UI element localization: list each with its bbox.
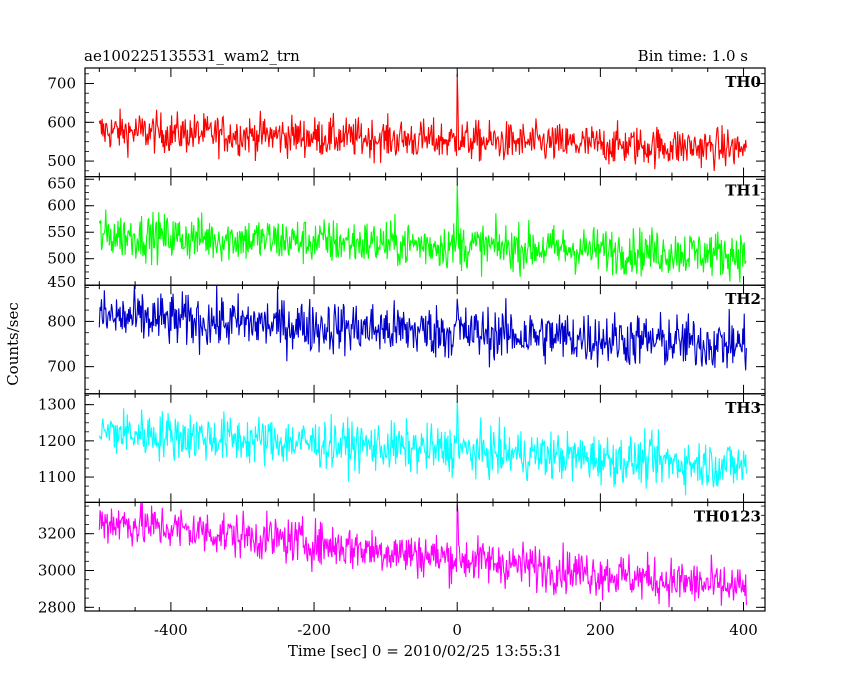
chart-title: ae100225135531_wam2_trn	[84, 47, 300, 65]
y-tick-label: 2800	[38, 598, 76, 616]
y-tick-label: 600	[47, 113, 76, 131]
y-tick-label: 550	[47, 223, 76, 241]
y-tick-label: 500	[47, 250, 76, 268]
panel-frame-th0123	[84, 501, 766, 612]
x-tick-label: 0	[452, 621, 462, 639]
series-line-th1	[98, 184, 747, 283]
y-tick-label: 650	[47, 175, 76, 193]
y-tick-label: 3000	[38, 562, 76, 580]
y-tick-label: 800	[47, 312, 76, 330]
panel-label-th3: TH3	[725, 399, 761, 417]
bin-time-label: Bin time: 1.0 s	[638, 47, 748, 65]
y-tick-label: 700	[47, 75, 76, 93]
y-tick-label: 3200	[38, 525, 76, 543]
y-tick-label: 600	[47, 197, 76, 215]
series-line-th0123	[98, 502, 747, 608]
panel-frame-th1	[84, 176, 766, 286]
x-axis-label: Time [sec] 0 = 2010/02/25 13:55:31	[288, 642, 562, 660]
y-tick-label: 1300	[38, 396, 76, 414]
panel-label-th0: TH0	[725, 73, 761, 91]
x-tick-label: 200	[586, 621, 615, 639]
x-tick-label: 400	[729, 621, 758, 639]
panel-label-th2: TH2	[725, 290, 761, 308]
y-tick-label: 450	[47, 273, 76, 291]
series-line-th2	[98, 285, 747, 371]
y-tick-label: 700	[47, 358, 76, 376]
panel-label-th1: TH1	[725, 182, 761, 200]
y-tick-label: 1200	[38, 432, 76, 450]
y-tick-label: 1100	[38, 468, 76, 486]
panel-label-th0123: TH0123	[694, 507, 761, 525]
panels-group: 500 600 700 TH0 450 500 550 600 650 TH1 700 800 TH2 1…	[38, 67, 766, 639]
series-line-th3	[98, 401, 747, 496]
x-tick-label: -400	[154, 621, 188, 639]
y-tick-label: 500	[47, 152, 76, 170]
y-axis-label: Counts/sec	[4, 302, 22, 386]
x-tick-label: -200	[297, 621, 331, 639]
panel-frame-th0	[84, 67, 766, 178]
series-line-th0	[98, 73, 747, 172]
